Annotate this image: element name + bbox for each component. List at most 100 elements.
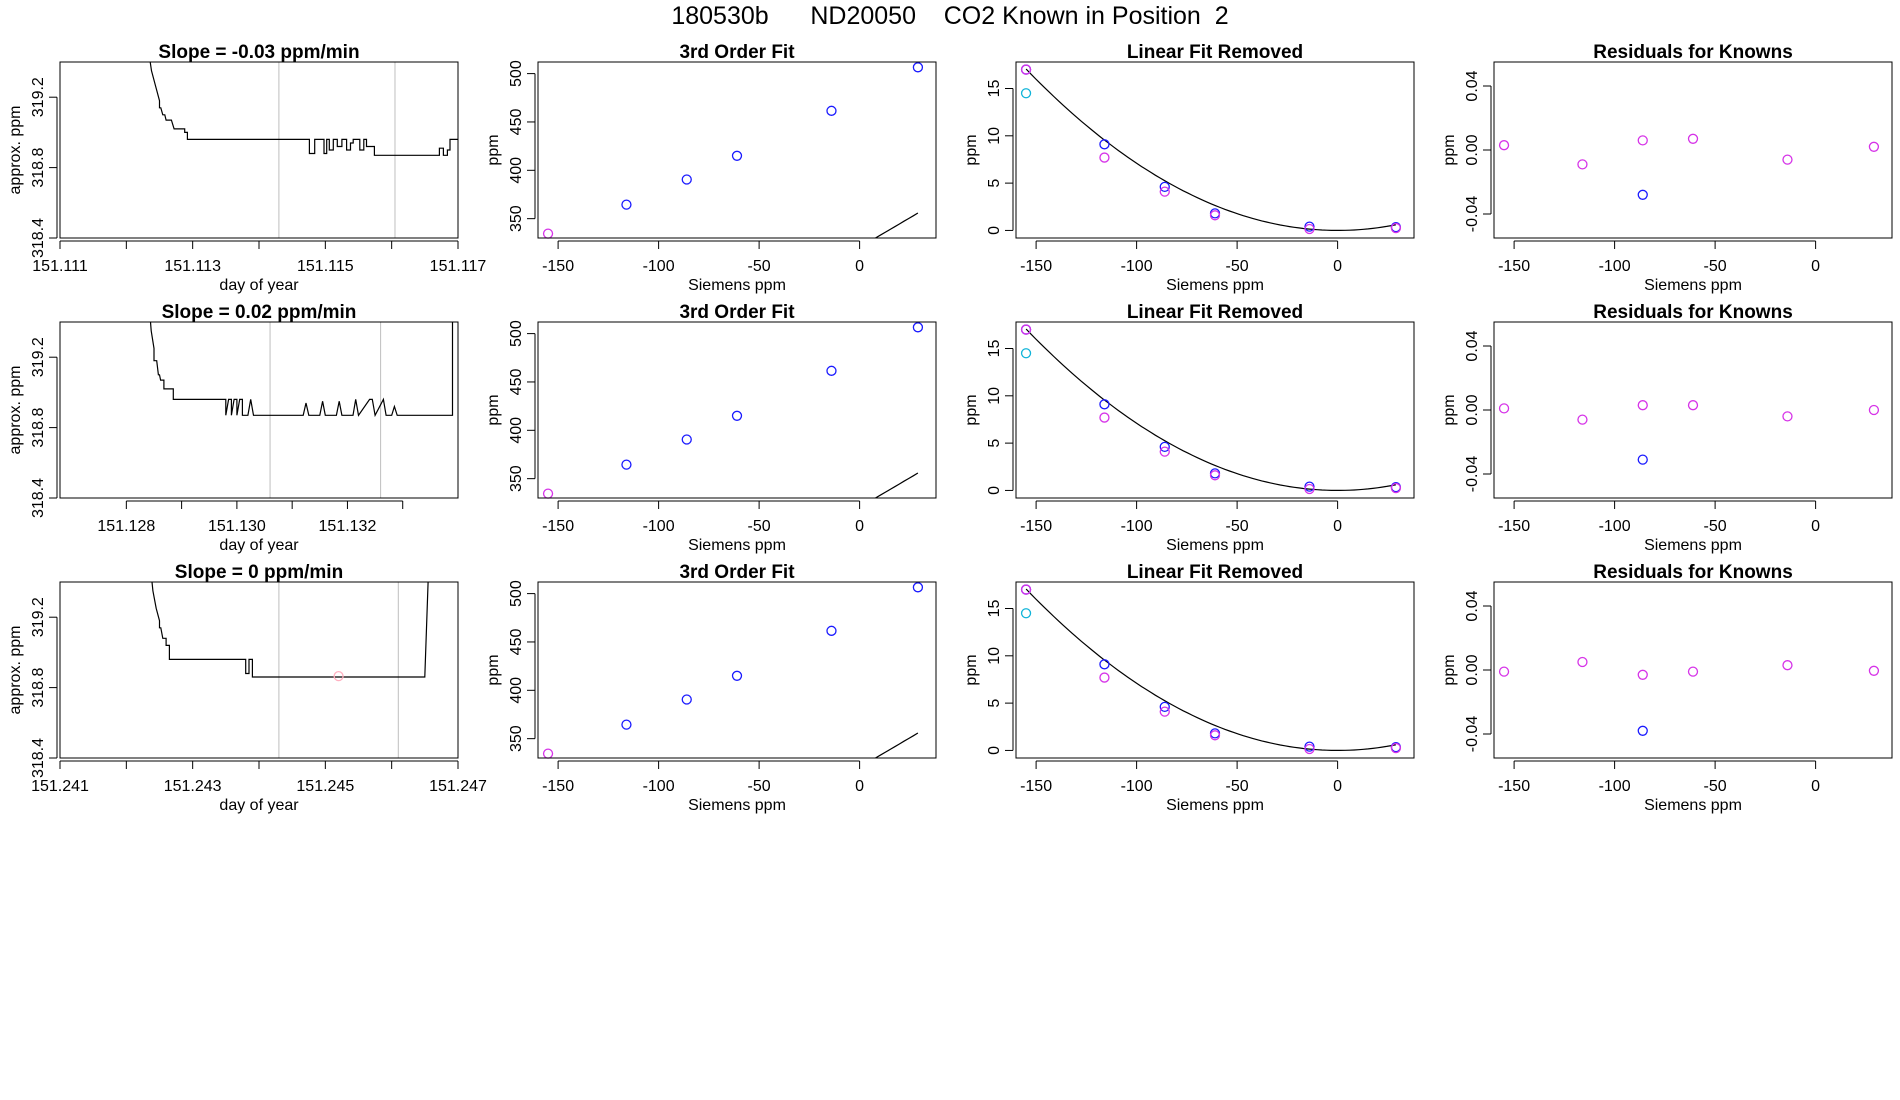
y-tick-label: 318.8: [30, 147, 47, 187]
y-tick-label: 0.04: [1464, 330, 1481, 361]
y-axis-label: approx. ppm: [7, 106, 24, 195]
data-point: [1637, 725, 1648, 736]
x-tick-label: -100: [1121, 258, 1153, 275]
data-point: [731, 150, 743, 161]
data-point: [1782, 660, 1793, 671]
panel-title: Slope = -0.03 ppm/min: [158, 42, 359, 63]
y-tick-label: 450: [508, 109, 525, 136]
data-point: [1577, 159, 1588, 170]
data-point: [826, 625, 837, 636]
y-tick-label: 450: [508, 629, 525, 656]
panel-title: Residuals for Knowns: [1593, 42, 1793, 63]
x-axis-label: Siemens ppm: [1644, 537, 1742, 554]
x-tick-label: 151.115: [297, 258, 354, 275]
plot-frame: [537, 581, 937, 759]
data-point: [1304, 483, 1315, 495]
data-point: [912, 582, 924, 593]
x-tick-label: -150: [542, 518, 574, 535]
fit-curve: [1025, 328, 1397, 491]
data-point: [912, 322, 924, 333]
y-tick-label: -0.04: [1464, 196, 1481, 233]
data-point: [1099, 152, 1110, 163]
y-tick-label: 0.00: [1464, 394, 1481, 425]
data-point: [912, 62, 924, 73]
data-point: [1498, 666, 1510, 677]
x-tick-label: 151.117: [430, 258, 487, 275]
panel-r1c3: Linear Fit Removed -150 -100 -50 0 Siemens pp…: [963, 42, 1415, 294]
y-axis-label: ppm: [485, 394, 502, 425]
x-tick-label: 0: [1333, 518, 1342, 535]
x-tick-label: -50: [748, 778, 771, 795]
x-tick-label: -100: [1599, 258, 1631, 275]
data-point: [1687, 400, 1699, 411]
data-point: [1209, 210, 1221, 221]
panel-title: 3rd Order Fit: [679, 42, 795, 63]
panel-title: 3rd Order Fit: [679, 302, 795, 323]
data-point: [1782, 411, 1793, 422]
y-axis-label: ppm: [963, 394, 980, 425]
x-tick-label: 151.241: [31, 778, 89, 795]
x-tick-label: 151.245: [296, 778, 354, 795]
y-tick-label: -0.04: [1464, 456, 1481, 493]
x-axis-label: Siemens ppm: [1644, 797, 1742, 814]
panel-title: Residuals for Knowns: [1593, 562, 1793, 583]
y-tick-label: 400: [508, 157, 525, 184]
x-tick-label: 0: [855, 518, 864, 535]
series-line: [149, 322, 454, 418]
x-tick-label: 0: [855, 778, 864, 795]
x-axis-label: Siemens ppm: [1166, 797, 1264, 814]
plot-frame: [1493, 61, 1893, 239]
data-point: [621, 199, 632, 210]
panel-r2c2: 3rd Order Fit -150 -100 -50 0 Siemens ppm 350 4…: [485, 302, 937, 554]
y-axis-label: ppm: [1441, 394, 1458, 425]
data-point: [731, 410, 743, 421]
y-tick-label: 318.4: [30, 478, 47, 518]
x-tick-label: 151.128: [97, 518, 155, 535]
data-point: [1099, 412, 1110, 423]
y-tick-label: 318.8: [30, 407, 47, 447]
panel-r2c1: Slope = 0.02 ppm/min 151.128 151.130 151.13…: [7, 302, 459, 554]
y-tick-label: 15: [986, 79, 1003, 97]
data-point: [542, 228, 554, 239]
panel-r1c2: 3rd Order Fit -150 -100 -50 0 Siemens ppm 350 4…: [485, 42, 937, 294]
x-tick-label: -150: [542, 778, 574, 795]
y-tick-label: 10: [986, 387, 1003, 405]
data-point: [1637, 400, 1648, 411]
x-tick-label: -100: [1599, 518, 1631, 535]
y-axis-label: ppm: [963, 134, 980, 165]
data-point: [826, 365, 837, 376]
y-tick-label: 5: [986, 439, 1003, 448]
y-tick-label: 0: [986, 486, 1003, 495]
plot-frame: [59, 581, 459, 759]
data-point: [1577, 414, 1588, 425]
fit-curve: [1025, 68, 1397, 231]
data-point: [1498, 403, 1510, 414]
data-point: [681, 694, 692, 705]
x-tick-label: 151.113: [164, 258, 221, 275]
plot-frame: [1493, 581, 1893, 759]
x-tick-label: 0: [1333, 778, 1342, 795]
plot-frame: [1493, 321, 1893, 499]
data-point: [1159, 446, 1170, 457]
data-point: [1020, 348, 1032, 359]
y-axis-label: ppm: [1441, 654, 1458, 685]
y-tick-label: 318.4: [30, 738, 47, 778]
data-point: [1498, 140, 1510, 151]
y-axis-label: ppm: [485, 654, 502, 685]
y-tick-label: -0.04: [1464, 716, 1481, 753]
data-point: [1390, 222, 1402, 234]
x-tick-label: 0: [855, 258, 864, 275]
y-tick-label: 450: [508, 369, 525, 396]
x-tick-label: -150: [1498, 778, 1530, 795]
plot-frame: [59, 61, 459, 239]
x-tick-label: -50: [748, 258, 771, 275]
x-tick-label: 0: [1333, 258, 1342, 275]
data-point: [1020, 608, 1032, 619]
x-tick-label: -50: [1704, 518, 1727, 535]
y-tick-label: 500: [508, 320, 525, 347]
panel-r1c4: Residuals for Knowns -150 -100 -50 0 Siemens …: [1441, 42, 1893, 294]
x-tick-label: -50: [1704, 258, 1727, 275]
data-point: [1020, 88, 1032, 99]
y-tick-label: 318.8: [30, 667, 47, 707]
